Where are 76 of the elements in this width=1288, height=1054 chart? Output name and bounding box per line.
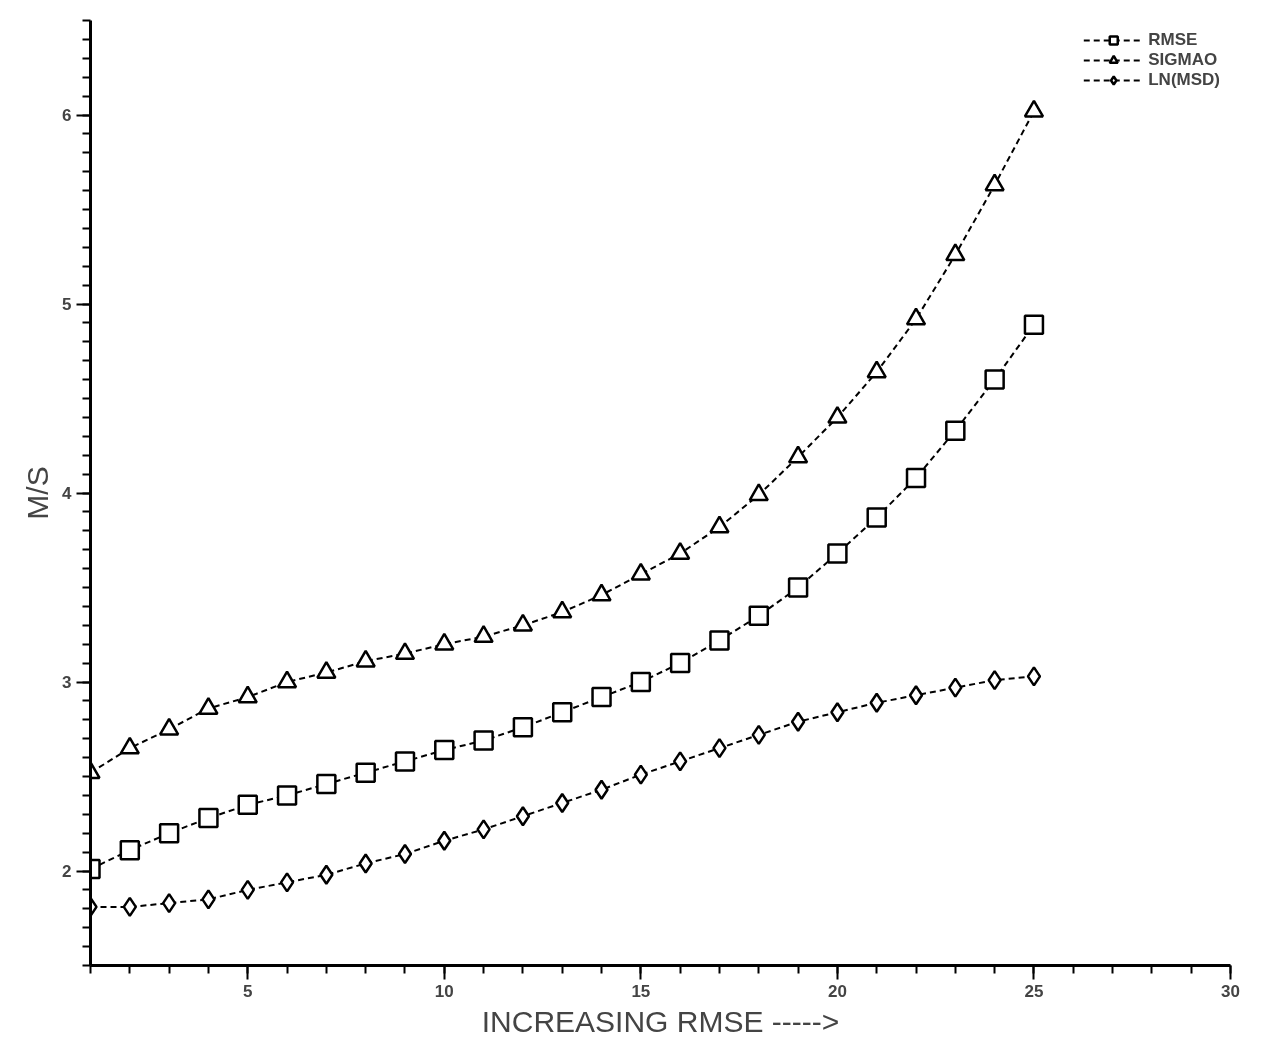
- point: [237, 685, 258, 704]
- point: [276, 670, 298, 689]
- point: [473, 730, 494, 751]
- point: [630, 562, 652, 581]
- point: [394, 642, 416, 661]
- point: [434, 632, 455, 651]
- point: [515, 805, 531, 827]
- point: [945, 420, 966, 441]
- point: [397, 843, 413, 865]
- point: [945, 243, 966, 262]
- point: [434, 739, 455, 761]
- x-tick-label: 10: [434, 981, 454, 1001]
- point: [1023, 99, 1045, 118]
- point: [355, 762, 376, 783]
- x-tick-label: 30: [1221, 981, 1240, 1001]
- point: [512, 613, 534, 632]
- point: [866, 360, 887, 379]
- y-tick-label: 3: [62, 673, 72, 692]
- x-tick-label: 20: [827, 981, 847, 1001]
- point: [316, 773, 337, 795]
- point: [908, 684, 924, 706]
- point: [709, 515, 730, 534]
- point: [594, 779, 609, 800]
- point: [790, 711, 806, 732]
- point: [672, 751, 688, 772]
- point: [358, 853, 373, 874]
- point: [394, 751, 416, 772]
- point: [161, 892, 177, 914]
- point: [512, 717, 534, 738]
- x-tick-label: 5: [243, 981, 253, 1001]
- point: [473, 625, 494, 644]
- point: [787, 445, 809, 464]
- x-axis-title: INCREASING RMSE ----->: [481, 1004, 840, 1038]
- point: [276, 785, 298, 806]
- point: [158, 822, 180, 844]
- point: [866, 507, 887, 528]
- point: [709, 630, 730, 651]
- x-tick-label: 25: [1024, 981, 1044, 1001]
- point: [905, 467, 927, 489]
- point: [984, 369, 1005, 390]
- y-tick-label: 5: [62, 295, 72, 314]
- point: [669, 541, 691, 560]
- point: [554, 792, 570, 814]
- point: [122, 896, 138, 918]
- point: [827, 543, 848, 564]
- point: [355, 649, 376, 668]
- point: [748, 605, 770, 627]
- point: [751, 724, 767, 746]
- point: [551, 701, 573, 723]
- legend-label: LN(MSD): [1148, 70, 1220, 90]
- point: [237, 794, 258, 816]
- point: [279, 872, 295, 893]
- point: [748, 483, 770, 502]
- point: [984, 173, 1005, 192]
- point: [787, 577, 809, 598]
- point: [905, 307, 927, 326]
- point: [198, 807, 219, 829]
- y-axis-title: M/S: [21, 466, 55, 520]
- point: [551, 600, 573, 619]
- point: [827, 405, 848, 424]
- y-tick-label: 4: [62, 484, 73, 503]
- y-tick-label: 6: [62, 106, 72, 125]
- legend-label: RMSE: [1148, 30, 1198, 50]
- legend-label: SIGMAO: [1148, 50, 1218, 70]
- point: [948, 677, 963, 698]
- point: [201, 889, 216, 910]
- point: [630, 671, 652, 693]
- point: [591, 686, 612, 708]
- point: [633, 764, 649, 785]
- point: [591, 583, 612, 602]
- y-tick-label: 2: [62, 862, 72, 881]
- point: [669, 652, 691, 674]
- point: [476, 819, 491, 840]
- point: [1026, 666, 1042, 687]
- point: [119, 839, 141, 861]
- x-tick-label: 15: [631, 981, 651, 1001]
